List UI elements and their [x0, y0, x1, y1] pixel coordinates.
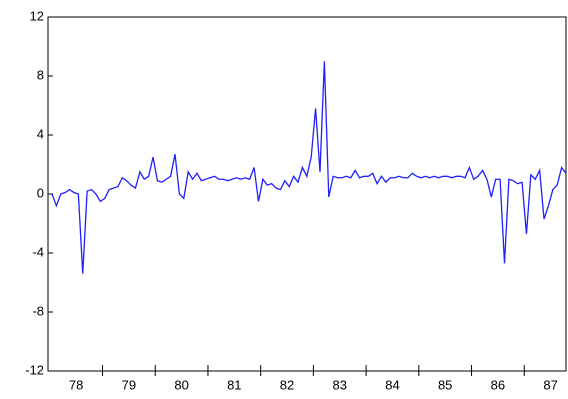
y-tick-label: 8: [37, 67, 44, 82]
x-tick-label: 82: [280, 377, 294, 392]
y-tick-label: 0: [37, 185, 44, 200]
x-tick-label: 79: [122, 377, 136, 392]
x-tick-label: 78: [69, 377, 83, 392]
x-tick-label: 84: [385, 377, 399, 392]
x-tick-label: 86: [491, 377, 505, 392]
data-line: [51, 61, 567, 274]
y-tick-label: 4: [37, 126, 44, 141]
y-tick-label: -4: [32, 244, 44, 259]
x-tick-label: 81: [227, 377, 241, 392]
x-tick-label: 83: [333, 377, 347, 392]
x-tick-label: 87: [543, 377, 557, 392]
y-tick-label: -8: [32, 303, 44, 318]
x-tick-label: 85: [438, 377, 452, 392]
plot-frame: [47, 16, 567, 372]
y-tick-label: 12: [30, 8, 44, 23]
y-tick-label: -12: [25, 362, 44, 377]
x-tick-label: 80: [174, 377, 188, 392]
